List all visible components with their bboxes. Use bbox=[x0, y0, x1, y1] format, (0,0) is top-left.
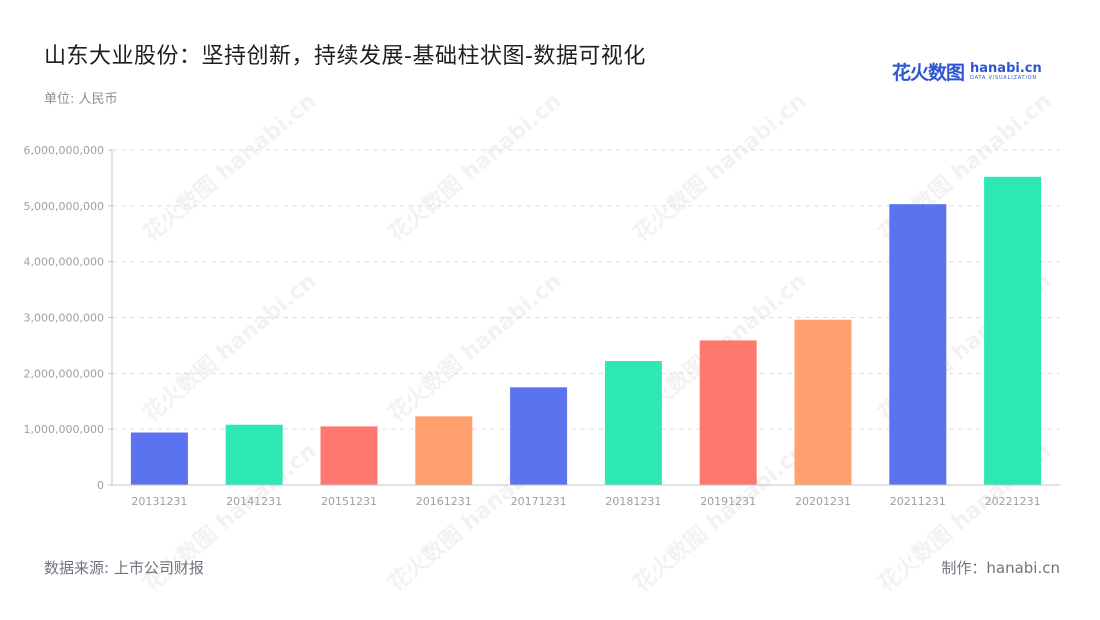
x-tick-label: 20151231 bbox=[321, 495, 377, 508]
bar-20141231 bbox=[225, 424, 283, 485]
x-axis: 20131231 20141231 20151231 20161231 20171231… bbox=[112, 484, 1060, 508]
unit-label: 单位: 人民币 bbox=[44, 92, 118, 107]
maker-credit: 制作：hanabi.cn bbox=[941, 559, 1060, 577]
x-tick-label: 20191231 bbox=[700, 495, 756, 508]
x-tick-label: 20141231 bbox=[226, 495, 282, 508]
data-source: 数据来源: 上市公司财报 bbox=[44, 559, 204, 577]
x-tick-label: 20181231 bbox=[605, 495, 661, 508]
y-tick-label: 0 bbox=[97, 479, 104, 492]
bar-20161231 bbox=[415, 416, 473, 485]
bar-20201231 bbox=[794, 319, 852, 485]
bars bbox=[130, 176, 1042, 486]
x-tick-label: 20211231 bbox=[890, 495, 946, 508]
x-tick-label: 20161231 bbox=[416, 495, 472, 508]
y-tick-label: 1,000,000,000 bbox=[24, 423, 104, 436]
logo-en-block: hanabi.cn DATA VISUALIZATION bbox=[970, 62, 1042, 82]
logo-en-subtext: DATA VISUALIZATION bbox=[970, 74, 1037, 81]
y-tick-label: 3,000,000,000 bbox=[24, 312, 104, 325]
y-tick-label: 6,000,000,000 bbox=[24, 144, 104, 157]
bar-20171231 bbox=[510, 387, 568, 485]
bar-20191231 bbox=[699, 340, 757, 485]
y-tick-label: 5,000,000,000 bbox=[24, 200, 104, 213]
logo-en-text: hanabi.cn bbox=[970, 60, 1042, 76]
y-tick-label: 2,000,000,000 bbox=[24, 367, 104, 380]
brand-logo: 花火数图 hanabi.cn DATA VISUALIZATION bbox=[892, 58, 1042, 85]
x-tick-label: 20221231 bbox=[985, 495, 1041, 508]
bar-20151231 bbox=[320, 426, 378, 485]
y-tick-label: 4,000,000,000 bbox=[24, 256, 104, 269]
x-tick-label: 20201231 bbox=[795, 495, 851, 508]
logo-cn-text: 花火数图 bbox=[892, 62, 965, 84]
chart-title: 山东大业股份：坚持创新，持续发展-基础柱状图-数据可视化 bbox=[44, 44, 646, 69]
x-tick-label: 20131231 bbox=[131, 495, 187, 508]
bar-20181231 bbox=[604, 361, 662, 485]
bar-20211231 bbox=[889, 204, 947, 486]
y-axis: 0 1,000,000,000 2,000,000,000 3,000,000,000… bbox=[24, 144, 113, 492]
bar-20221231 bbox=[984, 176, 1042, 486]
x-tick-label: 20171231 bbox=[511, 495, 567, 508]
bar-20131231 bbox=[130, 432, 188, 485]
